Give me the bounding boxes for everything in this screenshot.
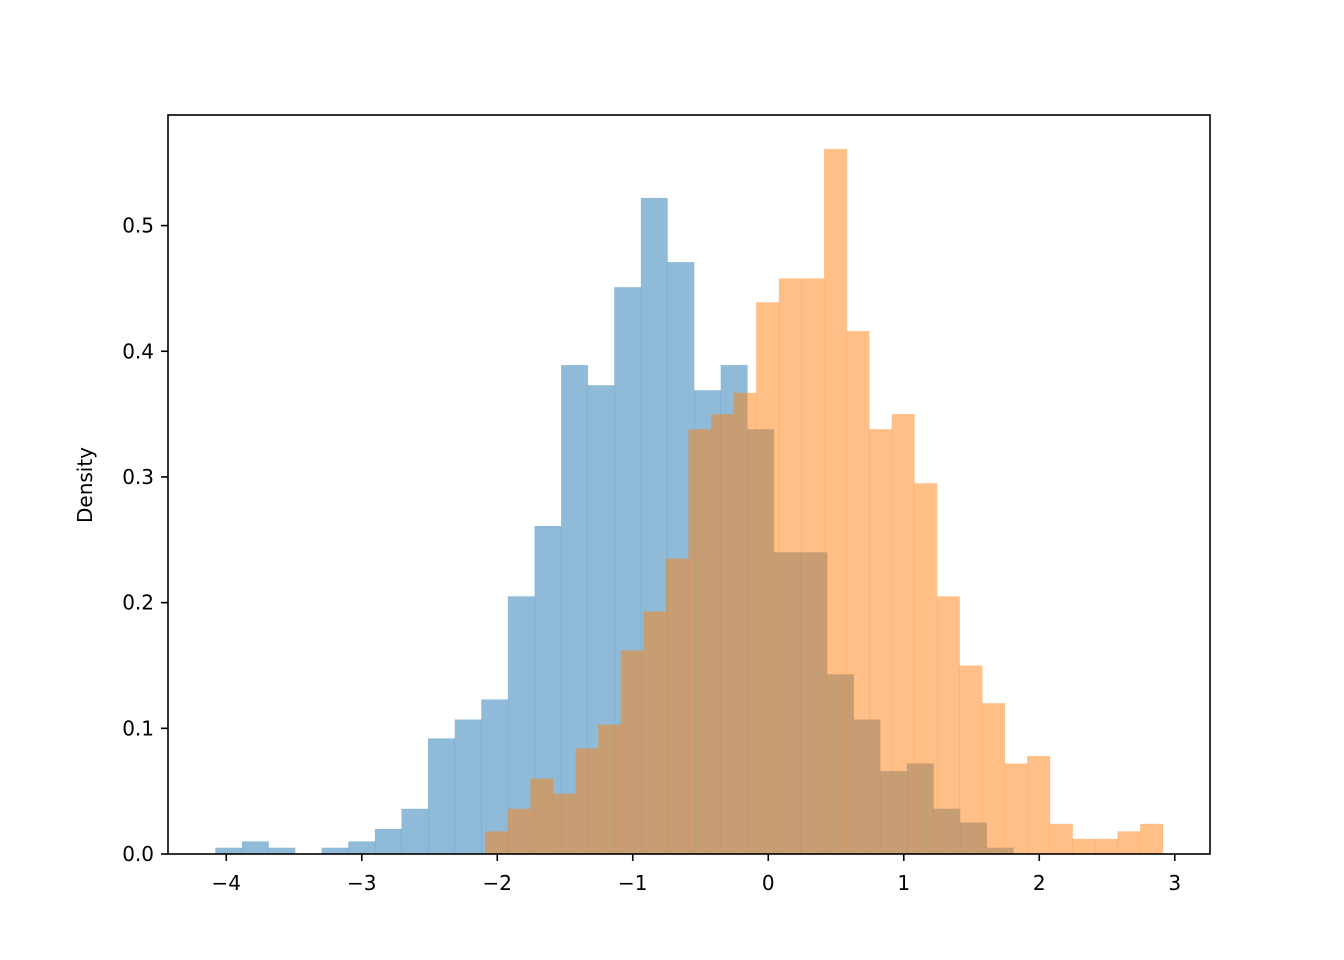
x-tick-label: −2 [483, 871, 512, 895]
histogram-bar [507, 808, 531, 854]
histogram-bar [733, 392, 757, 854]
bars [215, 148, 1164, 855]
x-tick-label: 2 [1033, 871, 1046, 895]
x-tick-label: −3 [347, 871, 376, 895]
y-tick-label: 0.1 [122, 716, 154, 740]
histogram-bar [936, 596, 960, 854]
histogram-bar [348, 841, 376, 854]
histogram-bar [268, 847, 296, 854]
histogram-bar [481, 699, 509, 854]
histogram-bar [620, 650, 644, 854]
histogram-bar [846, 331, 870, 855]
y-tick-label: 0.3 [122, 465, 154, 489]
histogram-bar [823, 148, 847, 855]
histogram-bar [914, 483, 938, 854]
histogram-bar [801, 278, 825, 854]
y-tick-label: 0.0 [122, 842, 154, 866]
histogram-bar [321, 847, 349, 854]
histogram-bar [530, 778, 554, 854]
series-1 [485, 148, 1164, 855]
x-tick-label: 3 [1168, 871, 1181, 895]
histogram-bar [1004, 763, 1028, 854]
histogram-bar [982, 703, 1006, 854]
histogram-bar [552, 793, 576, 854]
y-tick-label: 0.5 [122, 214, 154, 238]
histogram-bar [1072, 838, 1096, 854]
histogram-bar [1140, 823, 1164, 854]
histogram-bar [454, 719, 482, 854]
histogram-bar [374, 828, 402, 854]
histogram-bar [891, 414, 915, 854]
histogram-bar [688, 429, 712, 854]
histogram-bar [643, 611, 667, 854]
histogram-bar [428, 738, 456, 854]
histogram-bar [778, 278, 802, 854]
x-tick-label: −1 [618, 871, 647, 895]
y-axis-label: Density [73, 447, 97, 523]
histogram-bar [756, 302, 780, 854]
y-tick-label: 0.4 [122, 339, 154, 363]
histogram-bar [215, 847, 243, 854]
histogram-bar [241, 841, 269, 854]
histogram-bar [959, 665, 983, 854]
y-tick-label: 0.2 [122, 591, 154, 615]
x-tick-label: 1 [897, 871, 910, 895]
histogram-bar [1049, 823, 1073, 854]
histogram-bar [869, 429, 893, 854]
histogram-bar [1117, 831, 1141, 854]
histogram-bar [401, 808, 429, 854]
x-tick-label: 0 [762, 871, 775, 895]
y-axis: 0.0 0.1 0.2 0.3 0.4 0.5 [122, 214, 168, 866]
histogram-bar [1094, 838, 1118, 854]
histogram-bar [485, 831, 509, 854]
histogram-bar [575, 748, 599, 854]
histogram-bar [665, 558, 689, 854]
axes-frame [167, 114, 1211, 855]
x-tick-label: −4 [212, 871, 241, 895]
histogram-bar [1027, 755, 1051, 854]
histogram-bar [711, 414, 734, 854]
x-axis: −4 −3 −2 −1 0 1 2 3 [212, 854, 1181, 895]
histogram-bar [598, 724, 622, 854]
